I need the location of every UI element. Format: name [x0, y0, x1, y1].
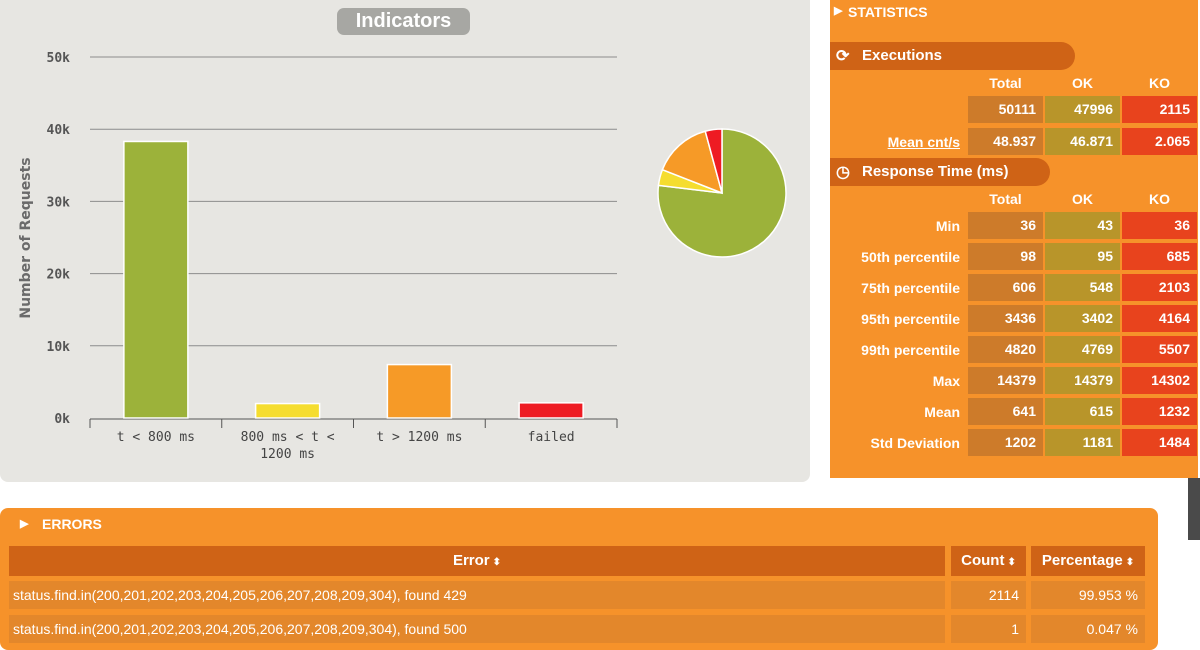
expand-triangle-icon: ▶ [834, 5, 843, 17]
x-tick-label: failed [528, 430, 575, 445]
pie-slice [657, 128, 787, 258]
rt-row-label: Max [932, 373, 960, 389]
rt-ko-cell: 2103 [1122, 274, 1197, 301]
indicators-panel: 0k 10k 20k 30k 40k 50k Number of Requests t < 8… [0, 0, 810, 482]
bar [386, 363, 453, 419]
sort-icon: ⬍ [1125, 557, 1135, 568]
error-column-label: Error [452, 552, 490, 569]
y-tick-label: 20k [47, 268, 71, 283]
exec-col-total: Total [989, 75, 1022, 91]
response-time-section-header: ◷ Response Time (ms) [830, 158, 1050, 186]
error-percentage-cell: 99.953 % [1031, 581, 1145, 609]
indicators-title: Indicators [337, 8, 470, 35]
y-tick-label: 30k [47, 195, 71, 210]
rt-col-ko: KO [1149, 191, 1170, 207]
rt-row-label: Mean [924, 404, 960, 420]
rt-col-ok: OK [1072, 191, 1093, 207]
exec-ok-cell: 46.871 [1045, 128, 1120, 155]
rt-ok-cell: 615 [1045, 398, 1120, 425]
bar [254, 402, 321, 419]
rt-total-cell: 1202 [968, 429, 1043, 456]
exec-ko-cell: 2.065 [1122, 128, 1197, 155]
response-time-title: Response Time (ms) [862, 163, 1009, 180]
exec-ko-cell: 2115 [1122, 96, 1197, 123]
error-message-cell: status.find.in(200,201,202,203,204,205,2… [9, 615, 945, 643]
x-tick-label: t > 1200 ms [376, 430, 462, 445]
rt-row-label: 95th percentile [861, 311, 960, 327]
percentage-column-header[interactable]: Percentage ⬍ [1031, 546, 1145, 576]
rt-total-cell: 4820 [968, 336, 1043, 363]
percentage-column-label: Percentage [1041, 552, 1123, 569]
rt-total-cell: 36 [968, 212, 1043, 239]
errors-header-label: ERRORS [42, 516, 102, 532]
count-column-label: Count [961, 552, 1005, 569]
rt-ok-cell: 43 [1045, 212, 1120, 239]
y-axis-label: Number of Requests [18, 157, 34, 318]
rt-total-cell: 641 [968, 398, 1043, 425]
y-tick-label: 0k [54, 412, 70, 427]
error-count-cell: 1 [951, 615, 1026, 643]
rt-ko-cell: 14302 [1122, 367, 1197, 394]
statistics-header-label: STATISTICS [848, 4, 928, 20]
count-column-header[interactable]: Count ⬍ [951, 546, 1026, 576]
clock-icon: ◷ [836, 164, 850, 181]
rt-ko-cell: 5507 [1122, 336, 1197, 363]
mean-cnt-label: Mean cnt/s [887, 134, 960, 150]
rt-ok-cell: 548 [1045, 274, 1120, 301]
rt-total-cell: 98 [968, 243, 1043, 270]
rt-ok-cell: 14379 [1045, 367, 1120, 394]
bar [123, 140, 189, 419]
scrollbar-thumb[interactable] [1188, 478, 1200, 540]
rt-ko-cell: 685 [1122, 243, 1197, 270]
rt-row-label: 99th percentile [861, 342, 960, 358]
exec-total-cell: 48.937 [968, 128, 1043, 155]
rt-ok-cell: 4769 [1045, 336, 1120, 363]
rt-total-cell: 3436 [968, 305, 1043, 332]
x-tick-label: 800 ms < t <1200 ms [241, 430, 335, 462]
exec-col-ko: KO [1149, 75, 1170, 91]
rt-ok-cell: 1181 [1045, 429, 1120, 456]
y-tick-label: 40k [47, 123, 71, 138]
rt-ko-cell: 4164 [1122, 305, 1197, 332]
error-count-cell: 2114 [951, 581, 1026, 609]
statistics-panel: ▶ STATISTICS ⟳ Executions Total OK KO 50… [830, 0, 1198, 478]
bar [518, 402, 584, 419]
pie-slice [661, 130, 724, 195]
sort-icon: ⬍ [1007, 557, 1016, 568]
expand-triangle-icon: ▶ [20, 518, 29, 530]
rt-row-label: 50th percentile [861, 249, 960, 265]
statistics-header[interactable]: ▶ STATISTICS [830, 0, 1198, 26]
errors-panel: ▶ ERRORS Error ⬍ Count ⬍ Percentage ⬍ statu… [0, 508, 1158, 650]
rt-total-cell: 606 [968, 274, 1043, 301]
exec-col-ok: OK [1072, 75, 1093, 91]
rt-col-total: Total [989, 191, 1022, 207]
error-message-cell: status.find.in(200,201,202,203,204,205,2… [9, 581, 945, 609]
refresh-icon: ⟳ [836, 48, 850, 65]
rt-ok-cell: 3402 [1045, 305, 1120, 332]
error-percentage-cell: 0.047 % [1031, 615, 1145, 643]
rt-ok-cell: 95 [1045, 243, 1120, 270]
exec-ok-cell: 47996 [1045, 96, 1120, 123]
exec-total-cell: 50111 [968, 96, 1043, 123]
x-tick-label: t < 800 ms [117, 430, 195, 445]
rt-ko-cell: 1232 [1122, 398, 1197, 425]
executions-title: Executions [862, 47, 943, 64]
indicators-chart: 0k 10k 20k 30k 40k 50k Number of Requests t < 8… [18, 51, 787, 462]
rt-row-label: 75th percentile [861, 280, 960, 296]
rt-row-label: Min [935, 218, 960, 234]
error-column-header[interactable]: Error ⬍ [9, 546, 945, 576]
y-tick-label: 50k [47, 51, 71, 66]
rt-row-label: Std Deviation [870, 435, 960, 451]
rt-total-cell: 14379 [968, 367, 1043, 394]
rt-ko-cell: 36 [1122, 212, 1197, 239]
pie-slice [704, 128, 723, 194]
sort-icon: ⬍ [492, 557, 502, 568]
rt-ko-cell: 1484 [1122, 429, 1197, 456]
y-tick-label: 10k [47, 340, 71, 355]
executions-section-header: ⟳ Executions [830, 42, 1075, 70]
